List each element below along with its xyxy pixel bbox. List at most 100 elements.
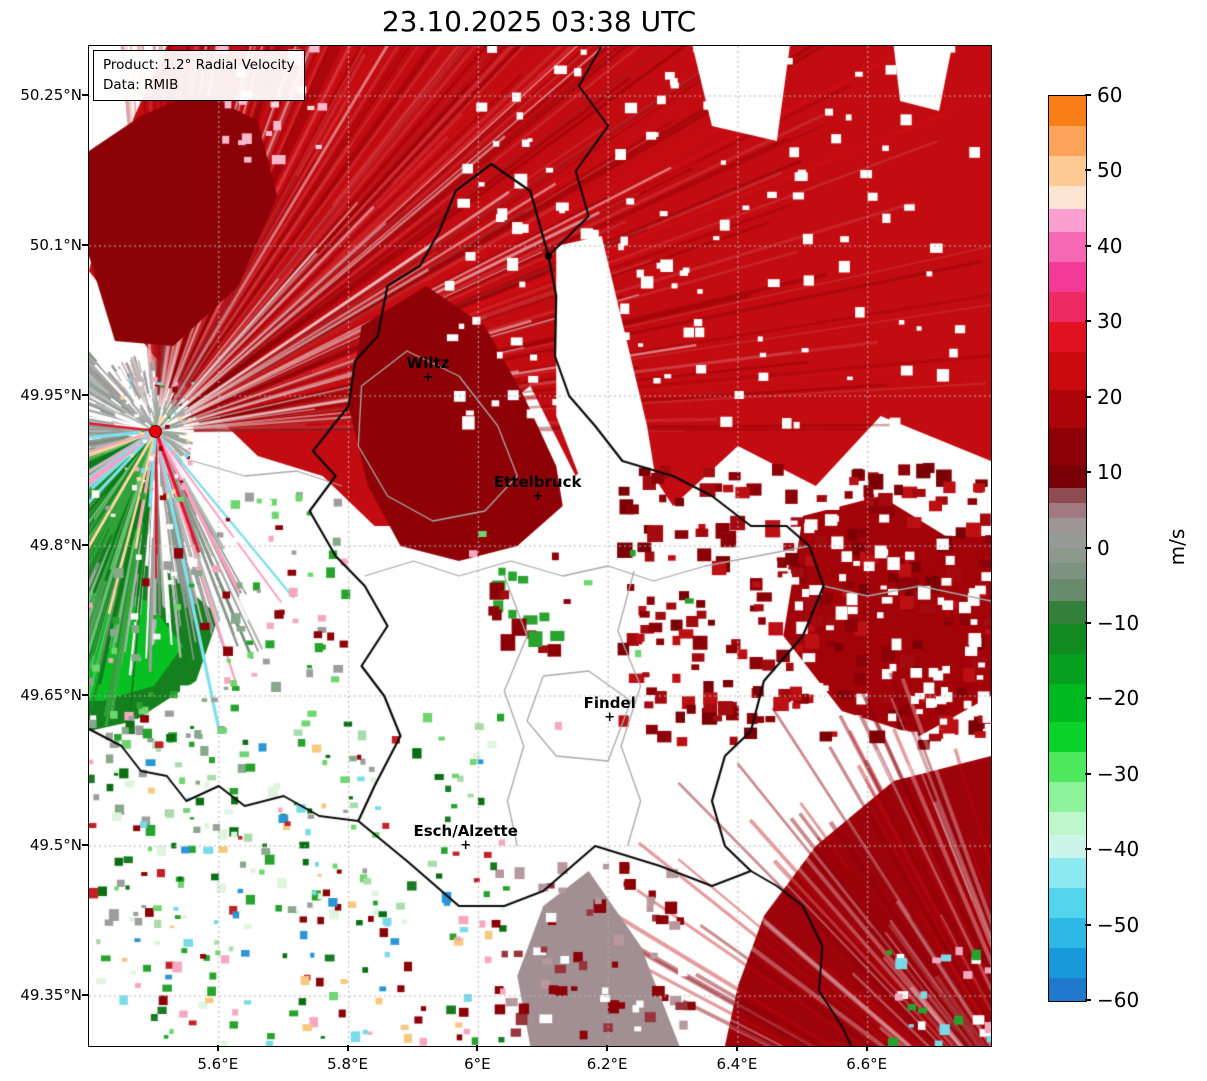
lat-tick-mark — [82, 544, 88, 546]
city-marker: + — [604, 710, 616, 725]
colorbar-band — [1049, 352, 1086, 391]
colorbar-tick-label: −10 — [1097, 610, 1140, 635]
colorbar-tick-label: 50 — [1097, 158, 1123, 183]
colorbar-band — [1049, 948, 1086, 979]
lon-tick-mark — [735, 1045, 738, 1051]
colorbar-band — [1049, 488, 1086, 504]
city-label: Findel — [583, 694, 636, 712]
lon-tick-mark — [216, 1045, 219, 1051]
colorbar-tick-mark — [1085, 621, 1091, 624]
colorbar-band — [1049, 186, 1086, 210]
colorbar-tick-mark — [1085, 471, 1091, 474]
lat-tick-mark — [82, 694, 88, 696]
colorbar — [1048, 95, 1087, 1002]
colorbar-tick-mark — [1085, 848, 1091, 851]
colorbar-tick-label: −60 — [1097, 988, 1140, 1012]
colorbar-tick-label: 60 — [1097, 83, 1123, 107]
colorbar-band — [1049, 427, 1086, 466]
colorbar-band — [1049, 261, 1086, 293]
colorbar-band — [1049, 578, 1086, 602]
colorbar-tick-mark — [1085, 94, 1091, 96]
colorbar-band — [1049, 390, 1086, 428]
lon-tick-mark — [606, 1045, 609, 1051]
lat-tick-label: 50.25°N — [20, 86, 82, 104]
lat-tick-label: 49.5°N — [29, 836, 82, 854]
lat-tick-mark — [82, 394, 88, 396]
city-label: Wiltz — [406, 354, 450, 372]
lon-tick-label: 6.4°E — [716, 1055, 758, 1073]
colorbar-band — [1049, 292, 1086, 323]
lat-tick-label: 49.95°N — [20, 386, 82, 404]
colorbar-tick-label: 20 — [1097, 384, 1123, 409]
lon-tick-mark — [476, 1045, 479, 1051]
colorbar-tick-label: 30 — [1097, 309, 1123, 334]
colorbar-tick-label: −20 — [1097, 686, 1140, 711]
colorbar-tick-mark — [1085, 772, 1091, 775]
colorbar-tick-mark — [1085, 244, 1091, 247]
colorbar-band — [1049, 653, 1086, 685]
colorbar-band — [1049, 231, 1086, 262]
colorbar-band — [1049, 518, 1086, 534]
lat-tick-label: 49.65°N — [20, 686, 82, 704]
colorbar-tick-label: 0 — [1097, 535, 1110, 560]
colorbar-band — [1049, 887, 1086, 918]
colorbar-band — [1049, 751, 1086, 783]
colorbar-band — [1049, 503, 1086, 519]
colorbar-band — [1049, 601, 1086, 624]
lat-tick-mark — [82, 994, 88, 996]
map-plot-area: Product: 1.2° Radial Velocity Data: RMIB — [88, 45, 992, 1047]
colorbar-tick-label: −40 — [1097, 837, 1140, 862]
data-source-label: Data: RMIB — [103, 77, 179, 94]
lat-tick-label: 49.35°N — [20, 986, 82, 1004]
colorbar-tick-label: −30 — [1097, 761, 1140, 786]
colorbar-band — [1049, 465, 1086, 489]
colorbar-band — [1049, 126, 1086, 157]
colorbar-band — [1049, 812, 1086, 835]
radar-velocity-map — [89, 46, 991, 1046]
lon-tick-label: 6.2°E — [586, 1055, 628, 1073]
colorbar-tick-mark — [1085, 320, 1091, 323]
colorbar-tick-label: −50 — [1097, 912, 1140, 937]
colorbar-tick-mark — [1085, 697, 1091, 700]
colorbar-tick-mark — [1085, 169, 1091, 172]
lon-tick-mark — [865, 1045, 868, 1051]
colorbar-tick-mark — [1085, 999, 1091, 1001]
colorbar-band — [1049, 857, 1086, 888]
colorbar-band — [1049, 684, 1086, 722]
colorbar-tick-mark — [1085, 546, 1091, 549]
product-label: Product: 1.2° Radial Velocity — [103, 57, 295, 73]
colorbar-tick-mark — [1085, 923, 1091, 926]
colorbar-band — [1049, 322, 1086, 353]
figure-title: 23.10.2025 03:38 UTC — [381, 5, 697, 38]
colorbar-tick-mark — [1085, 395, 1091, 398]
colorbar-band — [1049, 533, 1086, 549]
lat-tick-label: 49.8°N — [29, 536, 82, 554]
colorbar-gradient — [1049, 96, 1086, 1001]
lon-tick-mark — [346, 1045, 349, 1051]
colorbar-band — [1049, 834, 1086, 858]
colorbar-band — [1049, 623, 1086, 654]
colorbar-band — [1049, 978, 1086, 1001]
lat-tick-label: 50.1°N — [29, 236, 82, 254]
colorbar-band — [1049, 917, 1086, 948]
colorbar-band — [1049, 563, 1086, 579]
colorbar-band — [1049, 209, 1086, 232]
colorbar-tick-label: 10 — [1097, 460, 1123, 485]
lat-tick-mark — [82, 844, 88, 846]
lon-tick-label: 5.6°E — [197, 1055, 239, 1073]
colorbar-tick-label: 40 — [1097, 233, 1123, 258]
radar-site-marker — [149, 424, 163, 438]
city-label: Ettelbruck — [493, 473, 582, 491]
city-label: Esch/Alzette — [413, 822, 518, 840]
lon-tick-label: 6.6°E — [846, 1055, 888, 1073]
lon-tick-label: 6°E — [464, 1055, 491, 1073]
colorbar-band — [1049, 548, 1086, 564]
product-info-box: Product: 1.2° Radial Velocity Data: RMIB — [93, 50, 305, 101]
colorbar-band — [1049, 782, 1086, 813]
city-marker: + — [460, 838, 472, 853]
city-marker: + — [422, 370, 434, 385]
colorbar-band — [1049, 96, 1086, 127]
colorbar-band — [1049, 156, 1086, 187]
city-marker: + — [532, 489, 544, 504]
